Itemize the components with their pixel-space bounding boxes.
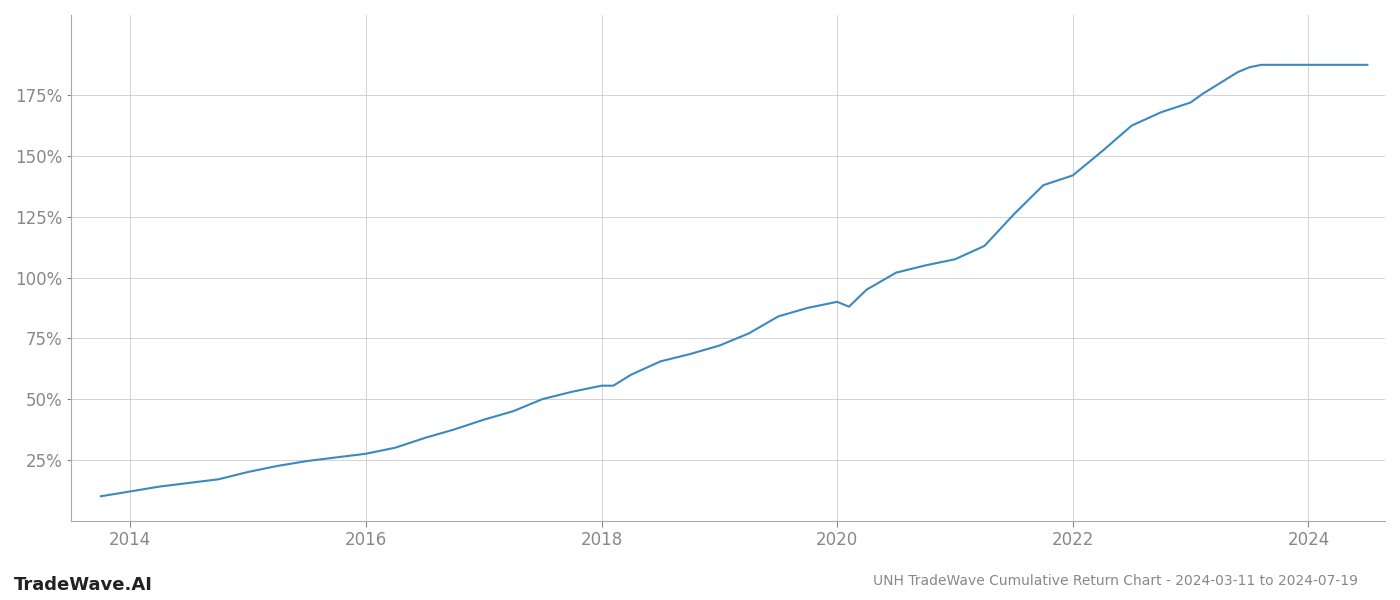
Text: TradeWave.AI: TradeWave.AI <box>14 576 153 594</box>
Text: UNH TradeWave Cumulative Return Chart - 2024-03-11 to 2024-07-19: UNH TradeWave Cumulative Return Chart - … <box>874 574 1358 588</box>
